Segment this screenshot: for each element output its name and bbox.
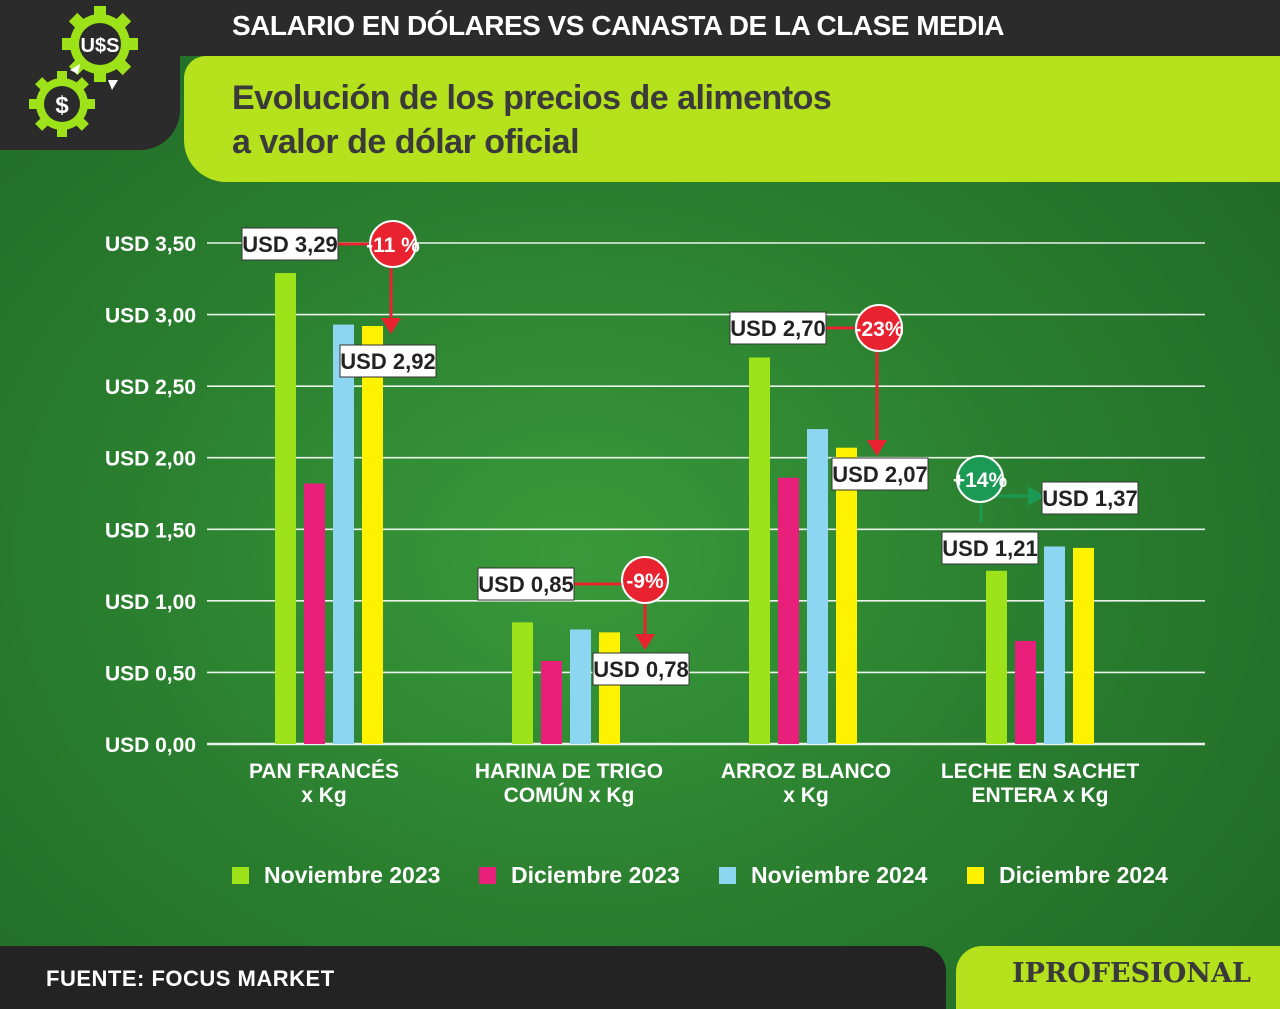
y-tick-label: USD 1,50	[105, 519, 196, 542]
change-badge	[956, 455, 1004, 503]
brand-logo: IPROFESIONAL	[1012, 958, 1251, 989]
gears-dollar-icon: U$S $	[29, 6, 138, 137]
change-badge	[855, 304, 903, 352]
bar	[570, 629, 591, 744]
legend-label: Diciembre 2024	[999, 862, 1168, 888]
legend-item-dic-2023: Diciembre 2023	[479, 862, 680, 889]
category-label: LECHE EN SACHET	[941, 760, 1140, 783]
bar	[807, 429, 828, 744]
arrow-head	[635, 634, 655, 650]
category-label: ENTERA x Kg	[972, 784, 1109, 807]
bar	[541, 660, 562, 744]
bar	[333, 324, 354, 744]
change-badge	[621, 556, 669, 604]
y-tick-label: USD 2,50	[105, 376, 196, 399]
value-label: USD 1,21	[942, 536, 1037, 561]
legend-swatch	[719, 867, 736, 884]
legend-label: Noviembre 2024	[751, 862, 928, 888]
legend-swatch	[232, 867, 249, 884]
subtitle-box	[184, 56, 1280, 182]
logo-box: U$S $	[0, 0, 180, 150]
change-badge	[369, 220, 417, 268]
value-label-box	[592, 652, 690, 686]
category-label: HARINA DE TRIGO	[475, 760, 663, 783]
value-label-box	[477, 567, 575, 601]
legend-item-nov-2024: Noviembre 2024	[719, 862, 927, 889]
bar	[778, 477, 799, 744]
change-label: -23%	[854, 318, 903, 341]
legend-item-nov-2023: Noviembre 2023	[232, 862, 440, 889]
legend-swatch	[479, 867, 496, 884]
svg-text:U$S: U$S	[81, 35, 120, 57]
category-label: COMÚN x Kg	[504, 783, 635, 807]
value-label-box	[1041, 481, 1139, 515]
bar	[304, 483, 325, 744]
value-label: USD 2,70	[730, 316, 825, 341]
category-label: ARROZ BLANCO	[721, 760, 891, 783]
bar	[1015, 640, 1036, 744]
y-tick-label: USD 0,50	[105, 662, 196, 685]
arrow-head	[1028, 486, 1044, 506]
change-label: -9%	[626, 570, 664, 593]
arrow-head	[867, 440, 887, 456]
bar	[1044, 546, 1065, 744]
category-label: x Kg	[783, 784, 829, 807]
value-label-box	[941, 531, 1039, 565]
source-note: FUENTE: FOCUS MARKET	[46, 966, 335, 991]
y-tick-label: USD 1,00	[105, 591, 196, 614]
value-label-box	[729, 311, 827, 345]
value-label: USD 0,78	[593, 657, 688, 682]
bar	[512, 622, 533, 744]
title-bar	[180, 0, 1280, 56]
legend-label: Noviembre 2023	[264, 862, 441, 888]
value-label-box	[339, 344, 437, 378]
y-tick-label: USD 3,00	[105, 305, 196, 328]
bar	[275, 273, 296, 744]
svg-text:$: $	[55, 92, 69, 119]
y-tick-label: USD 2,00	[105, 448, 196, 471]
category-label: x Kg	[301, 784, 347, 807]
bar	[749, 357, 770, 744]
value-label: USD 0,85	[478, 572, 573, 597]
value-label-box	[241, 227, 339, 261]
y-tick-label: USD 0,00	[105, 734, 196, 757]
bar	[1073, 547, 1094, 744]
page-title: SALARIO EN DÓLARES VS CANASTA DE LA CLAS…	[232, 10, 1004, 41]
category-label: PAN FRANCÉS	[249, 760, 399, 783]
bar	[599, 632, 620, 744]
bar	[836, 447, 857, 744]
chart-subtitle: Evolución de los precios de alimentos a …	[232, 79, 832, 161]
brand-box	[956, 946, 1280, 1009]
bar	[986, 570, 1007, 744]
legend-item-dic-2024: Diciembre 2024	[967, 862, 1168, 889]
value-label-box	[831, 457, 929, 491]
y-tick-label: USD 3,50	[105, 233, 196, 256]
change-label: -11 %	[366, 234, 420, 257]
footer-bar	[0, 946, 946, 1009]
value-label: USD 3,29	[242, 232, 337, 257]
value-label: USD 2,07	[832, 462, 927, 487]
legend-swatch	[967, 867, 984, 884]
value-label: USD 1,37	[1042, 486, 1137, 511]
legend-label: Diciembre 2023	[511, 862, 680, 888]
change-label: +14%	[953, 469, 1008, 492]
value-label: USD 2,92	[340, 349, 435, 374]
arrow-head	[381, 318, 401, 334]
bar	[362, 326, 383, 744]
